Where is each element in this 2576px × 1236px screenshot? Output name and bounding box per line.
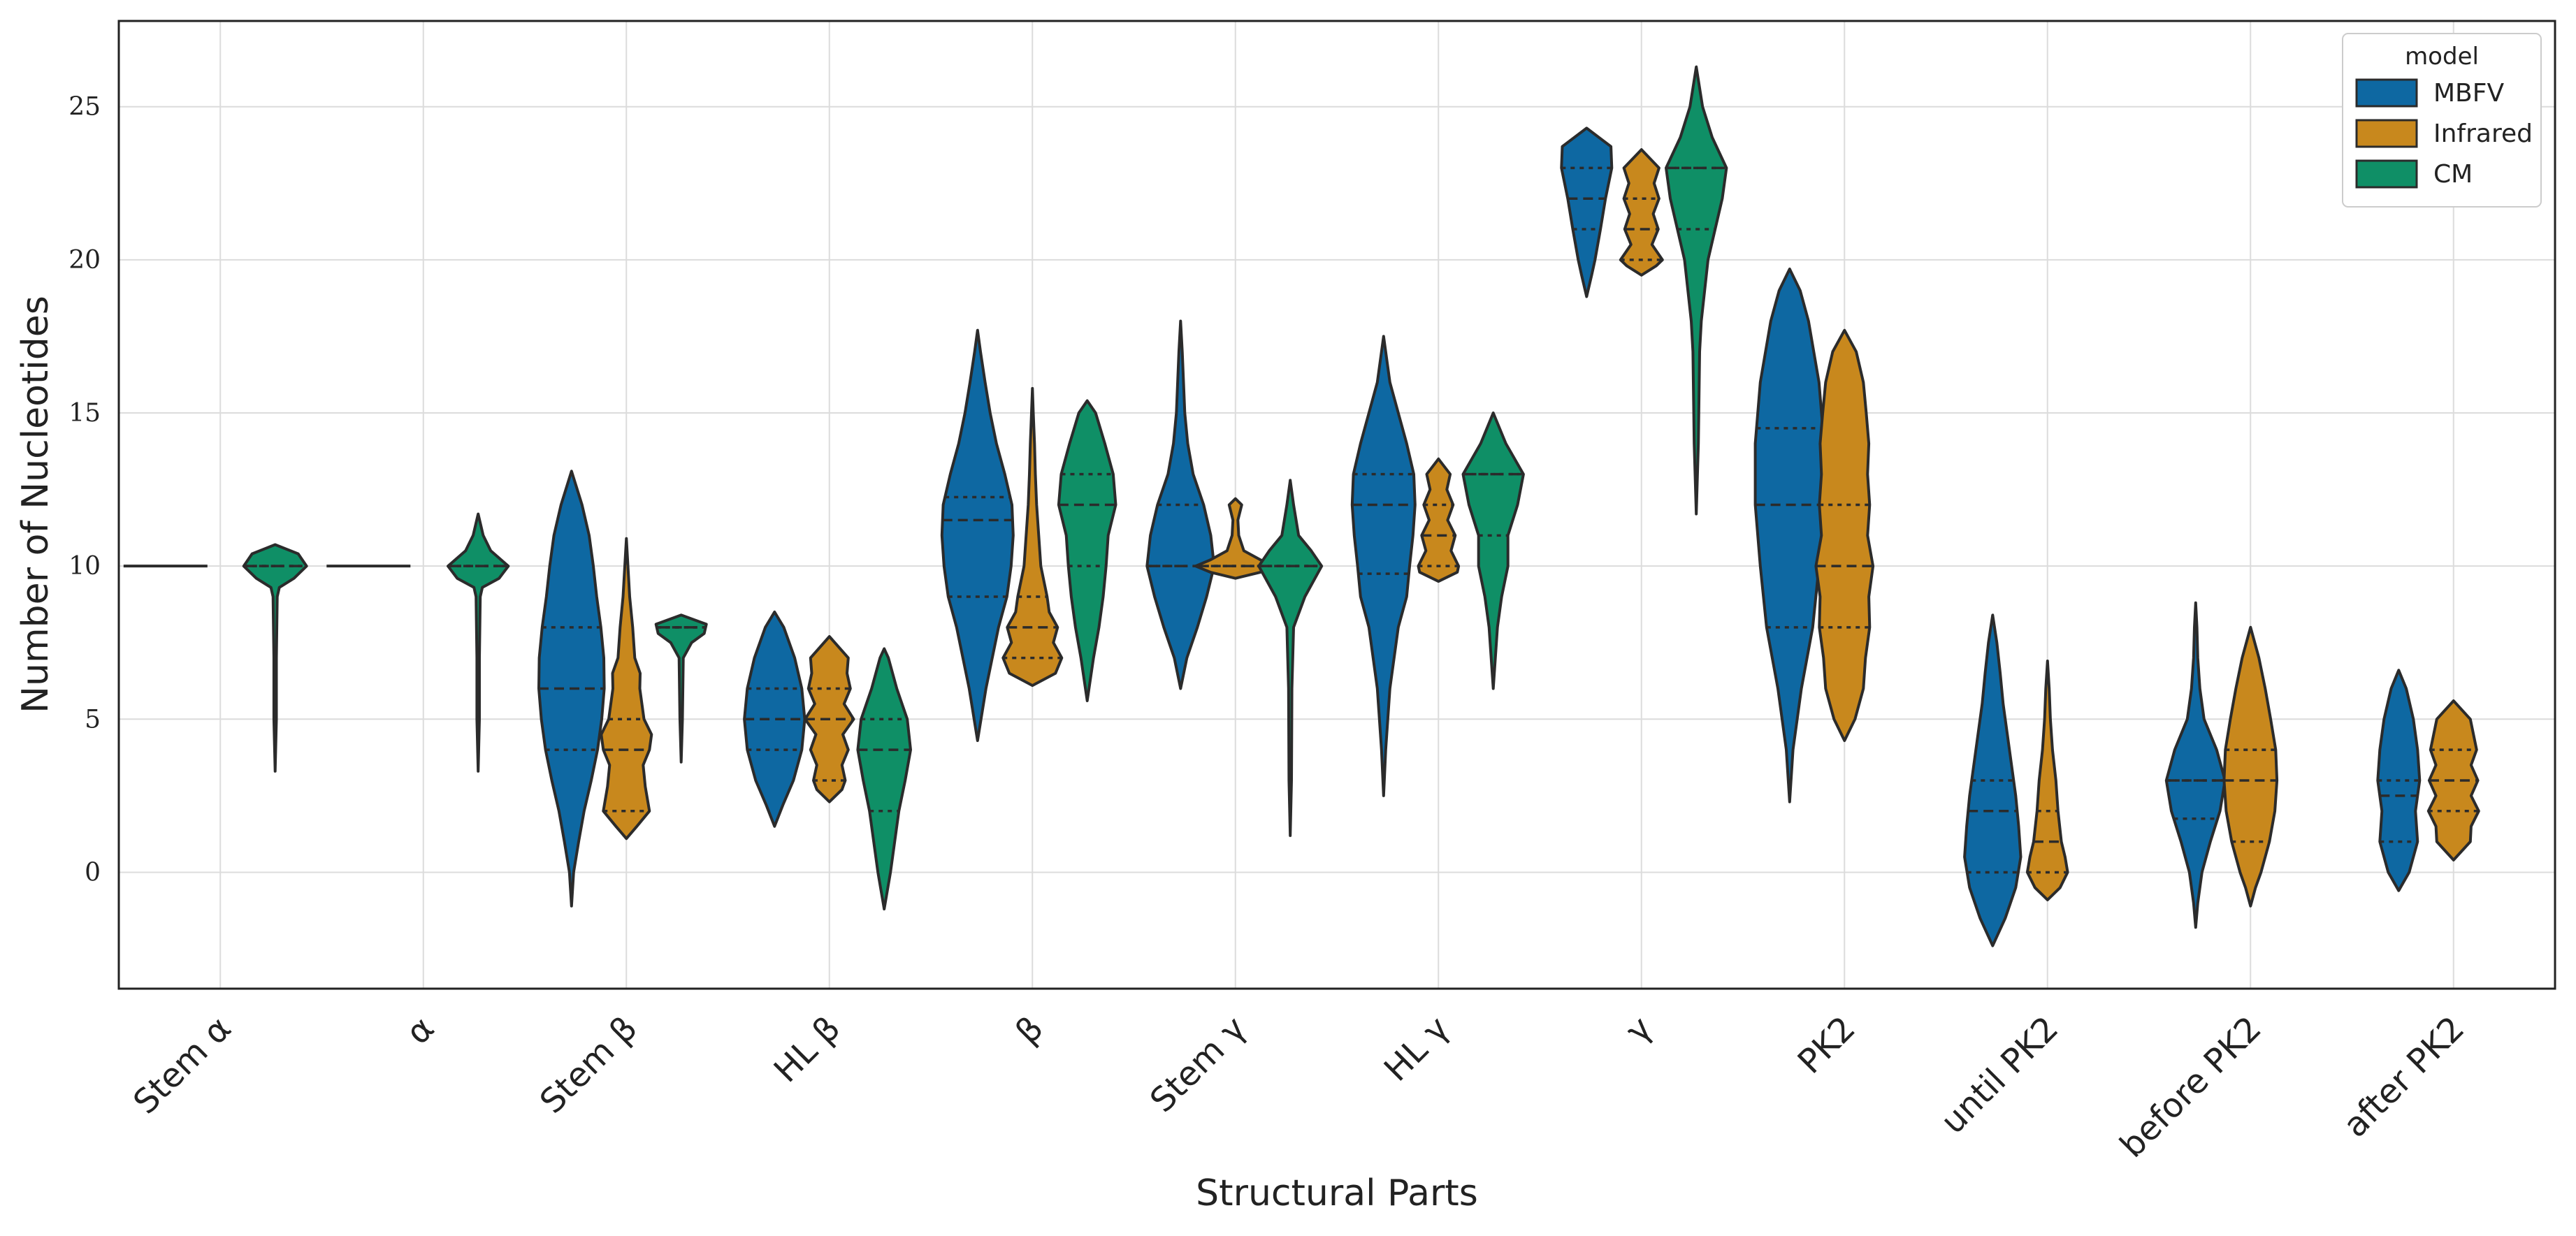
x-tick-label: before PK2 bbox=[2113, 1009, 2269, 1165]
violin bbox=[2376, 669, 2422, 892]
violin bbox=[940, 328, 1015, 742]
legend-swatch bbox=[2355, 159, 2418, 189]
violin-body bbox=[1257, 479, 1324, 837]
x-tick-label: Stem α bbox=[126, 1009, 239, 1122]
violin bbox=[1001, 386, 1064, 688]
violin-body bbox=[447, 512, 510, 773]
y-tick-label: 25 bbox=[68, 93, 101, 122]
plot-frame bbox=[117, 20, 2556, 990]
violin bbox=[1963, 613, 2023, 947]
y-tick-label: 10 bbox=[68, 552, 101, 581]
violin-body bbox=[1560, 126, 1614, 298]
violin bbox=[1057, 399, 1117, 702]
violin-body bbox=[1057, 399, 1117, 702]
violin-body bbox=[242, 543, 308, 773]
violin bbox=[1145, 319, 1216, 690]
violin bbox=[537, 470, 606, 908]
violin-body bbox=[2164, 601, 2227, 929]
y-tick-label: 0 bbox=[85, 858, 101, 887]
x-tick-label: Stem β bbox=[533, 1009, 645, 1121]
x-tick-label: HL β bbox=[767, 1009, 848, 1090]
violin bbox=[1619, 148, 1664, 277]
violin-body bbox=[856, 647, 912, 910]
violin-body bbox=[1814, 328, 1875, 742]
violin-body bbox=[1145, 319, 1216, 690]
legend-entry: Infrared bbox=[2433, 119, 2533, 148]
legend-entry: MBFV bbox=[2433, 79, 2504, 108]
y-axis-ticks: 0 5 10 15 20 25 bbox=[68, 93, 101, 887]
violin bbox=[1753, 268, 1825, 804]
violin-body bbox=[1753, 268, 1825, 804]
violin-body bbox=[1417, 457, 1461, 583]
violin bbox=[804, 635, 855, 804]
violin-body bbox=[940, 328, 1015, 742]
legend: model MBFV Infrared CM bbox=[2342, 33, 2542, 208]
x-tick-label: α bbox=[398, 1009, 442, 1052]
violin-body bbox=[2222, 625, 2279, 908]
violin bbox=[242, 543, 308, 773]
x-tick-label: Stem γ bbox=[1143, 1009, 1254, 1120]
violin bbox=[1417, 457, 1461, 583]
violin-body bbox=[2025, 660, 2069, 901]
legend-items: MBFV Infrared CM bbox=[2355, 78, 2533, 189]
violin bbox=[654, 613, 708, 764]
x-tick-label: PK2 bbox=[1790, 1009, 1863, 1082]
violin bbox=[1257, 479, 1324, 837]
violin bbox=[743, 610, 806, 828]
legend-swatch bbox=[2355, 78, 2418, 108]
violin bbox=[1560, 126, 1614, 298]
violin bbox=[1461, 412, 1525, 690]
violin bbox=[2025, 660, 2069, 901]
violin-body bbox=[1461, 412, 1525, 690]
violin-body bbox=[743, 610, 806, 828]
violin-body bbox=[600, 537, 653, 841]
legend-title: model bbox=[2405, 43, 2479, 71]
violin-body bbox=[1619, 148, 1664, 277]
violin-body bbox=[1001, 386, 1064, 688]
x-tick-label: after PK2 bbox=[2336, 1009, 2472, 1145]
x-tick-label: until PK2 bbox=[1933, 1009, 2066, 1142]
violin bbox=[447, 512, 510, 773]
violin bbox=[1814, 328, 1875, 742]
violin-body bbox=[1350, 335, 1417, 797]
violin bbox=[1350, 335, 1417, 797]
x-tick-label: HL γ bbox=[1377, 1009, 1457, 1089]
x-tick-label: β bbox=[1008, 1009, 1050, 1052]
y-tick-label: 5 bbox=[85, 705, 101, 734]
y-tick-label: 15 bbox=[68, 399, 101, 428]
y-tick-label: 20 bbox=[68, 246, 101, 275]
violin bbox=[2222, 625, 2279, 908]
x-axis-ticks: Stem α α Stem β HL β β Stem γ HL γ γ PK2 until PK… bbox=[126, 1009, 2472, 1165]
violin bbox=[2164, 601, 2227, 929]
violin-layer bbox=[123, 65, 2480, 947]
violin bbox=[1665, 65, 1728, 516]
violin-body bbox=[654, 613, 708, 764]
violin-body bbox=[1665, 65, 1728, 516]
violin bbox=[2426, 699, 2480, 861]
violin bbox=[600, 537, 653, 841]
legend-entry: CM bbox=[2433, 160, 2473, 189]
x-axis-label: Structural Parts bbox=[1196, 1172, 1478, 1214]
legend-swatch bbox=[2355, 119, 2418, 148]
y-axis-label: Number of Nucleotides bbox=[15, 296, 57, 713]
violin bbox=[856, 647, 912, 910]
x-tick-label: γ bbox=[1619, 1009, 1660, 1051]
